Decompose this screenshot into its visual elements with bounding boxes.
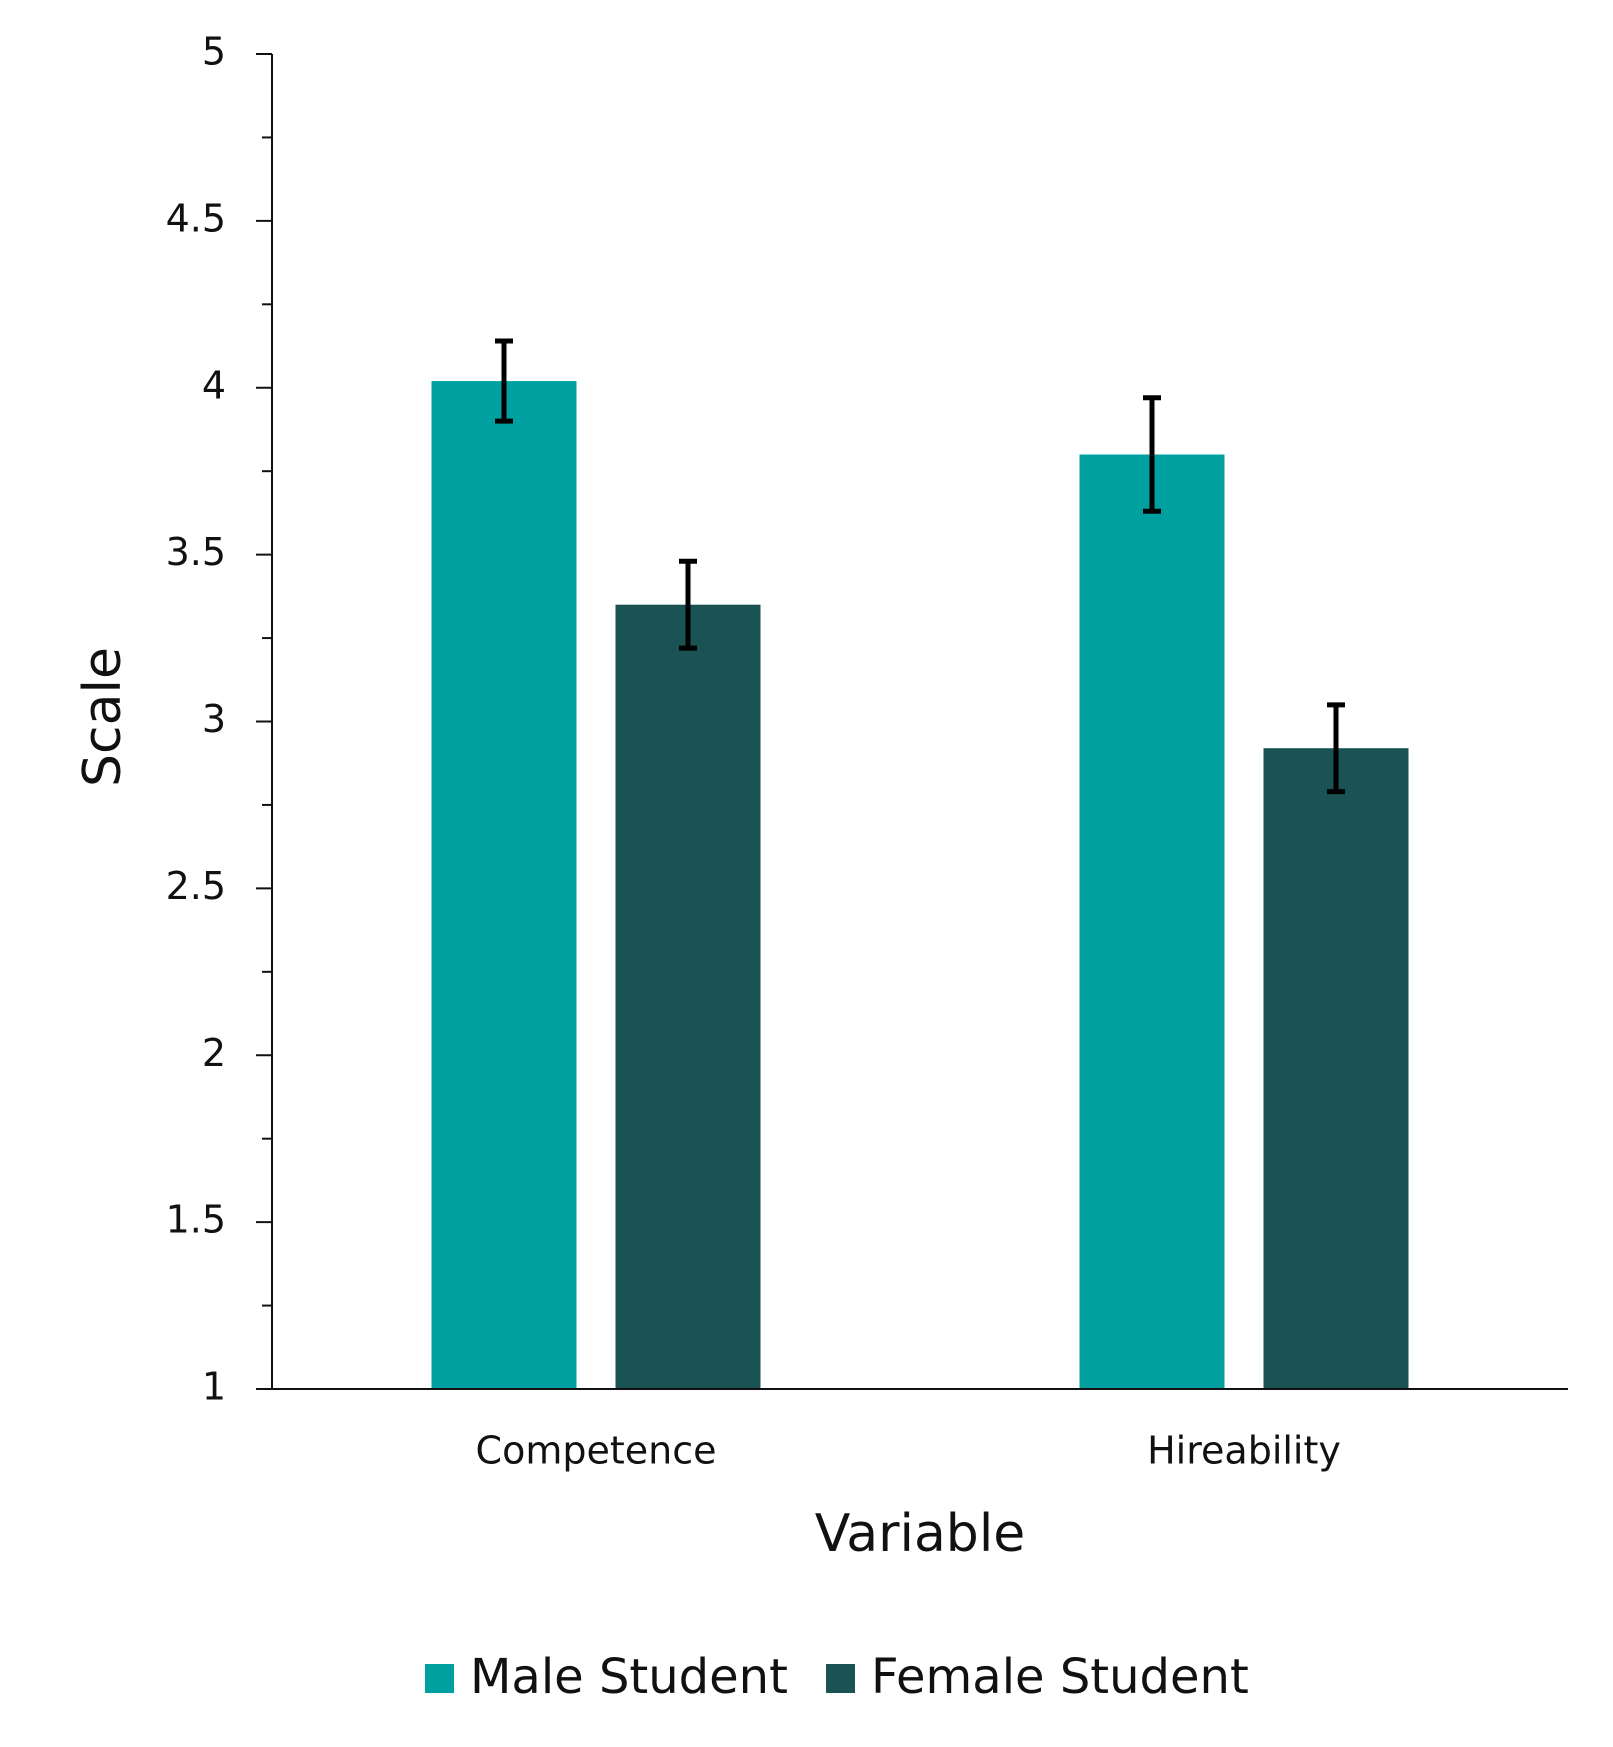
x-tick-label: Competence (476, 1429, 717, 1473)
y-tick-label: 2 (202, 1031, 226, 1075)
y-tick-label: 1.5 (166, 1198, 226, 1242)
bar (431, 381, 577, 1389)
legend-label: Female Student (871, 1649, 1249, 1705)
y-tick-label: 4 (202, 363, 226, 407)
bar (1079, 454, 1225, 1389)
error-bar (495, 338, 513, 424)
legend-swatch (425, 1664, 454, 1693)
x-tick-label: Hireability (1147, 1429, 1341, 1473)
error-bar (679, 558, 697, 651)
y-tick-label: 3.5 (166, 530, 226, 574)
error-bar (1143, 395, 1161, 514)
x-axis-title: Variable (815, 1504, 1026, 1564)
y-tick-label: 4.5 (166, 196, 226, 240)
legend-swatch (826, 1664, 855, 1693)
y-tick-label: 5 (202, 30, 226, 74)
y-tick-label: 2.5 (166, 864, 226, 908)
error-bar (1327, 702, 1345, 795)
bar (615, 604, 761, 1389)
y-tick-label: 1 (202, 1365, 226, 1409)
y-axis-title: Scale (73, 647, 133, 787)
legend-label: Male Student (470, 1649, 788, 1705)
bar (1263, 748, 1409, 1389)
y-tick-label: 3 (202, 697, 226, 741)
